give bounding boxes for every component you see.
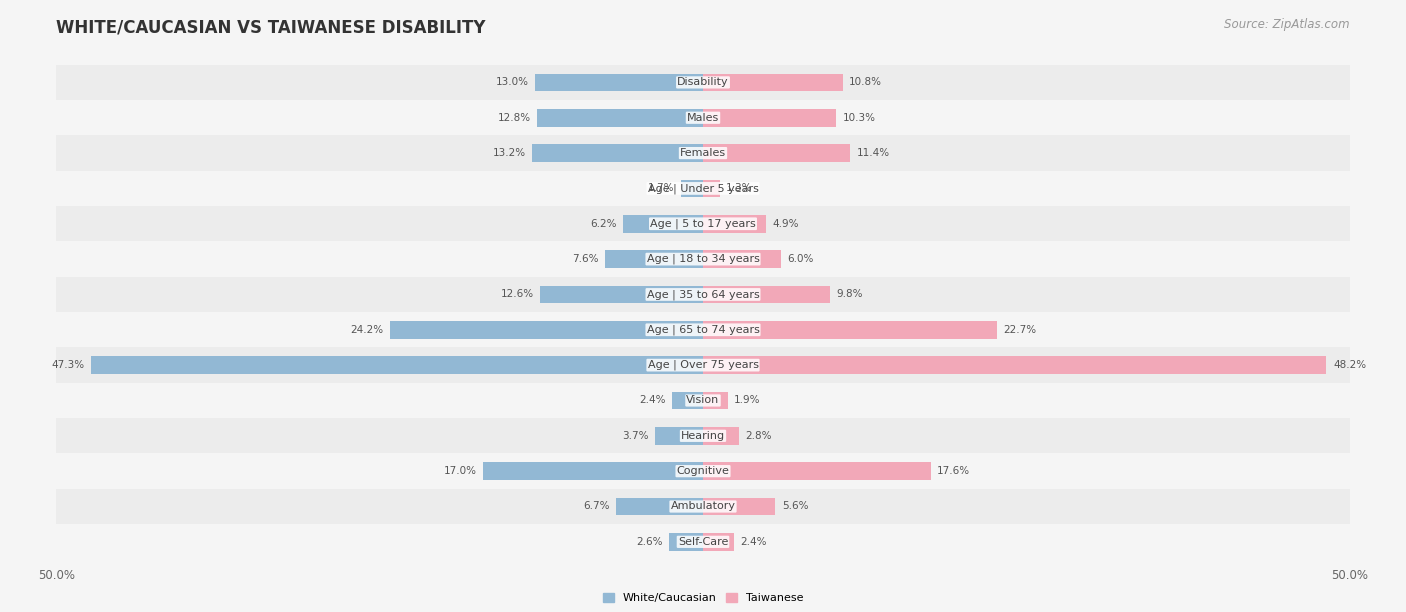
Text: 2.6%: 2.6% — [637, 537, 662, 547]
Bar — [703, 286, 830, 304]
Bar — [56, 242, 1350, 277]
Bar — [703, 356, 1326, 374]
Text: 1.3%: 1.3% — [727, 184, 752, 193]
Bar — [56, 100, 1350, 135]
Bar — [703, 109, 837, 127]
Text: 13.0%: 13.0% — [495, 77, 529, 88]
Text: 6.2%: 6.2% — [591, 218, 616, 229]
Bar — [56, 65, 1350, 100]
Bar — [540, 286, 703, 304]
Bar — [605, 250, 703, 268]
Text: Males: Males — [688, 113, 718, 123]
Text: 2.4%: 2.4% — [638, 395, 665, 406]
Bar — [56, 135, 1350, 171]
Legend: White/Caucasian, Taiwanese: White/Caucasian, Taiwanese — [599, 588, 807, 608]
Text: Hearing: Hearing — [681, 431, 725, 441]
Text: Age | Under 5 years: Age | Under 5 years — [648, 183, 758, 193]
Bar — [56, 453, 1350, 489]
Bar — [703, 498, 776, 515]
Text: 1.9%: 1.9% — [734, 395, 761, 406]
Bar — [672, 392, 703, 409]
Text: 22.7%: 22.7% — [1002, 325, 1036, 335]
Text: 7.6%: 7.6% — [572, 254, 598, 264]
Bar — [56, 382, 1350, 418]
Bar — [703, 73, 842, 91]
Bar — [703, 392, 727, 409]
Text: 11.4%: 11.4% — [856, 148, 890, 158]
Text: 47.3%: 47.3% — [52, 360, 84, 370]
Bar — [669, 533, 703, 551]
Bar — [655, 427, 703, 445]
Bar — [623, 215, 703, 233]
Text: 2.4%: 2.4% — [741, 537, 768, 547]
Text: Age | 35 to 64 years: Age | 35 to 64 years — [647, 289, 759, 300]
Text: 13.2%: 13.2% — [492, 148, 526, 158]
Text: 12.6%: 12.6% — [501, 289, 533, 299]
Text: WHITE/CAUCASIAN VS TAIWANESE DISABILITY: WHITE/CAUCASIAN VS TAIWANESE DISABILITY — [56, 18, 485, 36]
Bar — [91, 356, 703, 374]
Bar — [56, 206, 1350, 242]
Bar — [703, 215, 766, 233]
Bar — [56, 524, 1350, 559]
Text: 5.6%: 5.6% — [782, 501, 808, 512]
Bar — [56, 312, 1350, 348]
Text: 10.3%: 10.3% — [842, 113, 876, 123]
Bar — [533, 144, 703, 162]
Text: Females: Females — [681, 148, 725, 158]
Text: 9.8%: 9.8% — [837, 289, 863, 299]
Bar — [703, 250, 780, 268]
Text: Age | 65 to 74 years: Age | 65 to 74 years — [647, 324, 759, 335]
Text: Self-Care: Self-Care — [678, 537, 728, 547]
Bar — [703, 321, 997, 338]
Bar — [56, 348, 1350, 382]
Text: 3.7%: 3.7% — [623, 431, 648, 441]
Text: Cognitive: Cognitive — [676, 466, 730, 476]
Text: 12.8%: 12.8% — [498, 113, 531, 123]
Bar — [703, 427, 740, 445]
Bar — [389, 321, 703, 338]
Text: Age | 5 to 17 years: Age | 5 to 17 years — [650, 218, 756, 229]
Text: Disability: Disability — [678, 77, 728, 88]
Bar — [703, 179, 720, 197]
Bar — [56, 277, 1350, 312]
Text: 17.6%: 17.6% — [938, 466, 970, 476]
Text: 4.9%: 4.9% — [773, 218, 800, 229]
Text: 6.7%: 6.7% — [583, 501, 610, 512]
Bar — [56, 418, 1350, 453]
Bar — [537, 109, 703, 127]
Text: Source: ZipAtlas.com: Source: ZipAtlas.com — [1225, 18, 1350, 31]
Text: Ambulatory: Ambulatory — [671, 501, 735, 512]
Text: Age | Over 75 years: Age | Over 75 years — [648, 360, 758, 370]
Bar — [56, 489, 1350, 524]
Bar — [681, 179, 703, 197]
Text: 10.8%: 10.8% — [849, 77, 882, 88]
Bar — [484, 462, 703, 480]
Bar — [616, 498, 703, 515]
Text: 24.2%: 24.2% — [350, 325, 384, 335]
Text: Age | 18 to 34 years: Age | 18 to 34 years — [647, 254, 759, 264]
Text: 1.7%: 1.7% — [648, 184, 675, 193]
Text: 6.0%: 6.0% — [787, 254, 814, 264]
Text: Vision: Vision — [686, 395, 720, 406]
Text: 2.8%: 2.8% — [745, 431, 772, 441]
Bar — [703, 533, 734, 551]
Bar — [534, 73, 703, 91]
Bar — [703, 462, 931, 480]
Bar — [56, 171, 1350, 206]
Bar — [703, 144, 851, 162]
Text: 48.2%: 48.2% — [1333, 360, 1367, 370]
Text: 17.0%: 17.0% — [444, 466, 477, 476]
